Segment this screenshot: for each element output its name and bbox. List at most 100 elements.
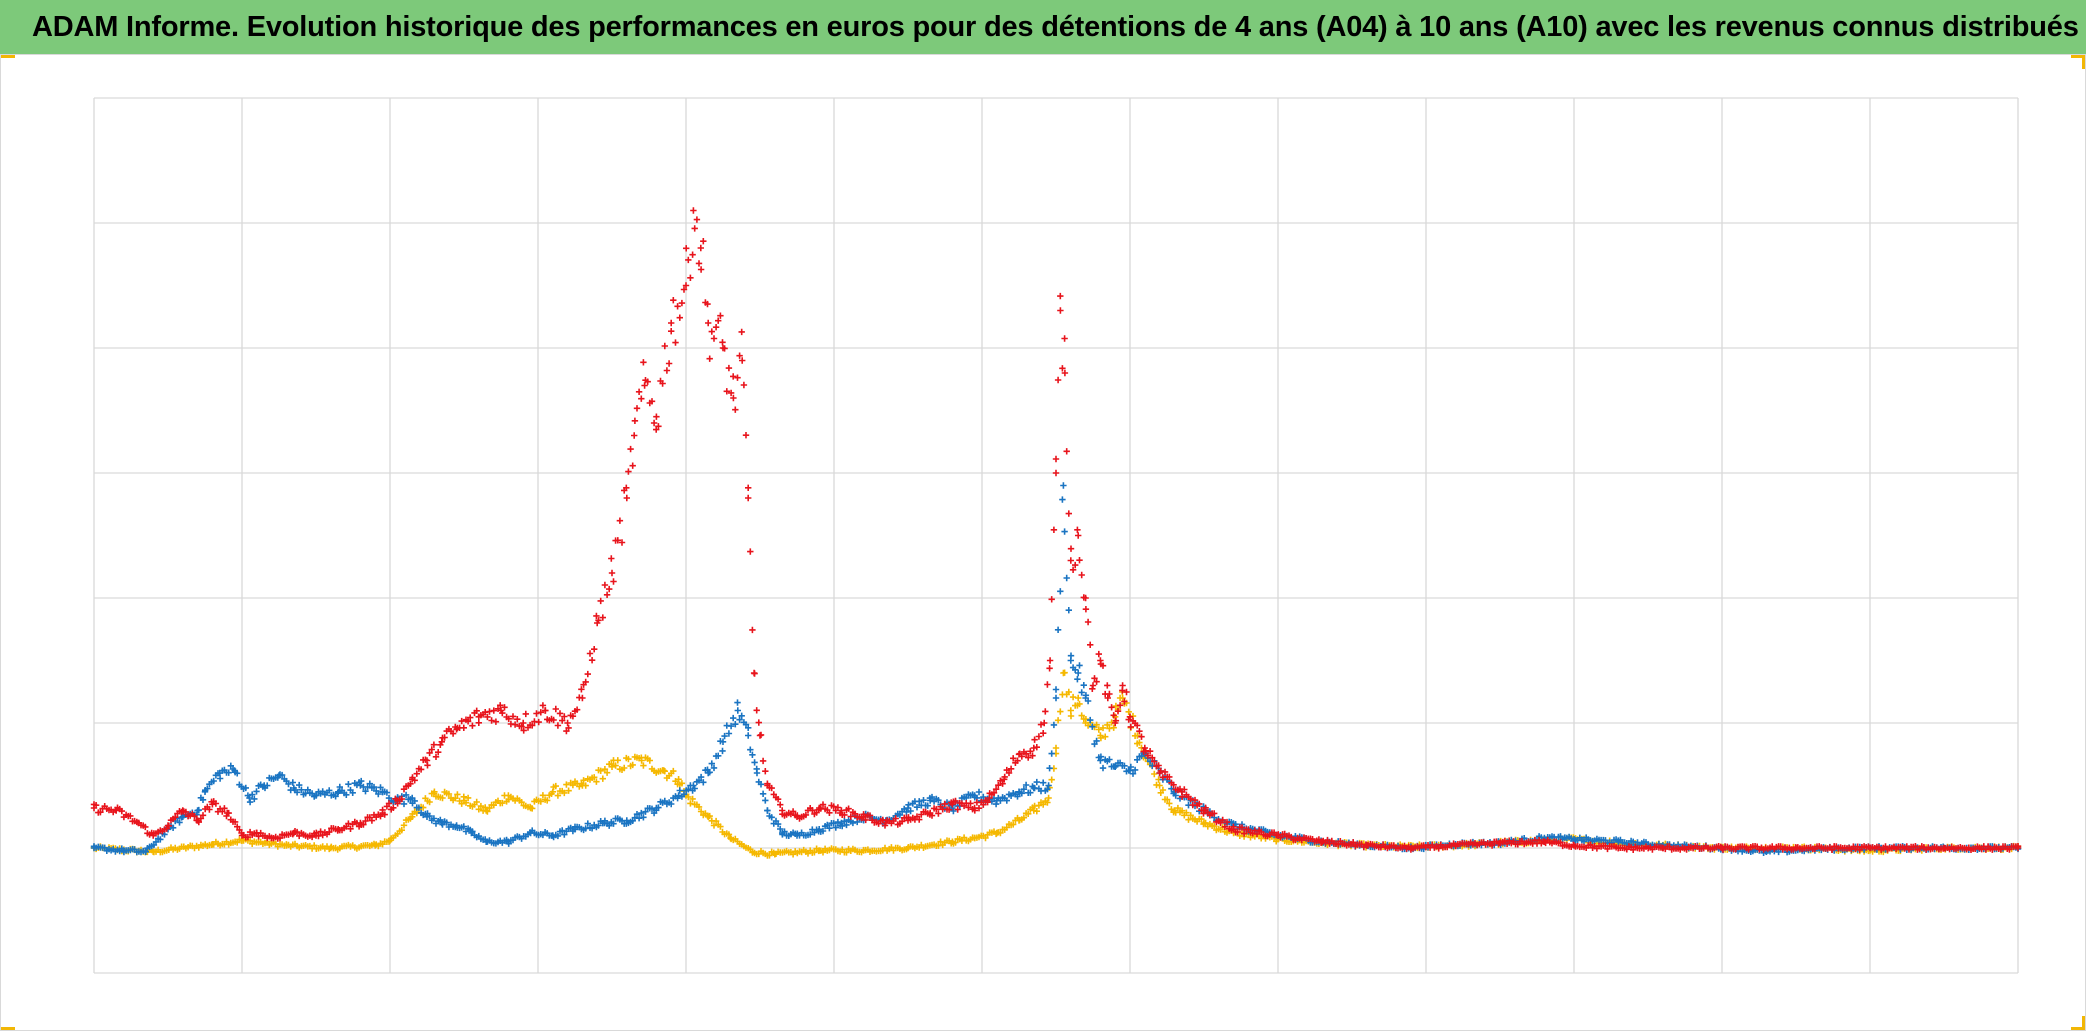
chart-title: ADAM Informe. Evolution historique des p…	[32, 10, 2079, 43]
data-point-marker	[552, 782, 559, 790]
data-point	[460, 797, 468, 804]
data-point-marker	[1029, 752, 1036, 759]
data-point	[379, 788, 386, 795]
data-point-marker	[683, 245, 690, 252]
data-point	[1030, 784, 1037, 792]
data-point-marker	[584, 670, 591, 678]
data-point-marker	[311, 842, 318, 849]
data-point	[150, 848, 157, 855]
data-point-marker	[807, 831, 814, 838]
data-point	[1363, 842, 1370, 849]
data-point-marker	[631, 417, 639, 424]
data-point-marker	[668, 328, 675, 335]
data-point-marker	[693, 216, 701, 223]
data-point	[764, 807, 771, 814]
data-point-marker	[475, 719, 482, 726]
data-point-marker	[774, 796, 782, 803]
data-point-marker	[990, 789, 998, 796]
data-point-marker	[1134, 722, 1141, 729]
data-point-marker	[715, 752, 722, 759]
data-point-marker	[753, 707, 760, 714]
data-point-marker	[597, 597, 604, 605]
data-point-marker	[1057, 708, 1064, 715]
data-point	[312, 832, 320, 839]
data-point-marker	[1136, 728, 1143, 735]
data-point-marker	[191, 813, 198, 820]
data-point-marker	[646, 757, 653, 764]
data-point-marker	[460, 823, 467, 830]
data-point-marker	[454, 791, 461, 798]
data-point	[793, 813, 801, 820]
data-point	[564, 719, 571, 727]
data-point-marker	[759, 790, 767, 797]
data-point-marker	[458, 717, 465, 725]
data-point-marker	[650, 419, 658, 427]
data-point-marker	[415, 804, 423, 811]
data-point-marker	[740, 381, 748, 389]
data-point-marker	[1104, 682, 1111, 689]
data-point-marker	[809, 807, 816, 814]
data-point-marker	[595, 822, 602, 829]
data-point-marker	[522, 710, 529, 718]
data-point	[527, 829, 534, 837]
data-point-marker	[1123, 688, 1130, 696]
data-point-marker	[298, 786, 305, 793]
data-point	[971, 804, 978, 812]
data-point-marker	[565, 724, 572, 732]
data-point-marker	[1072, 561, 1079, 569]
data-point-marker	[1061, 528, 1068, 535]
data-point	[653, 413, 660, 420]
data-point-marker	[432, 753, 440, 760]
data-point-marker	[511, 721, 519, 728]
data-point-marker	[633, 405, 641, 412]
data-point-marker	[1116, 702, 1124, 709]
data-point-marker	[345, 781, 352, 788]
data-point-marker	[366, 780, 373, 787]
data-point-marker	[1044, 786, 1051, 793]
data-point-marker	[668, 800, 675, 808]
data-point-marker	[1065, 688, 1072, 696]
data-point	[1015, 751, 1023, 758]
data-point	[1075, 669, 1082, 677]
data-point-marker	[449, 730, 457, 737]
data-point	[993, 797, 1000, 804]
data-point	[1792, 844, 1800, 852]
data-point-marker	[640, 762, 647, 769]
data-point	[904, 844, 912, 852]
data-point-marker	[725, 730, 733, 737]
data-point-marker	[435, 749, 442, 756]
data-point-marker	[687, 800, 694, 807]
data-point	[238, 832, 246, 839]
data-point-marker	[1223, 818, 1231, 826]
data-point-marker	[385, 800, 393, 807]
data-point-marker	[689, 795, 696, 803]
data-point-marker	[1238, 824, 1246, 831]
data-point	[1156, 782, 1163, 789]
data-point-marker	[347, 825, 354, 832]
data-point-marker	[554, 722, 562, 729]
data-point-marker	[326, 828, 333, 836]
data-point	[142, 848, 149, 855]
data-point-marker	[730, 373, 737, 380]
data-point-marker	[293, 789, 301, 796]
data-point-marker	[747, 548, 754, 555]
data-point	[520, 719, 527, 727]
data-point-marker	[695, 803, 703, 811]
data-point-marker	[400, 800, 408, 808]
data-point-marker	[717, 823, 724, 830]
data-point	[505, 792, 512, 799]
data-point-marker	[1054, 626, 1062, 633]
data-point-marker	[678, 299, 686, 307]
data-point-marker	[819, 849, 827, 856]
data-point-marker	[618, 539, 626, 546]
data-point-marker	[1052, 686, 1060, 693]
data-point	[668, 319, 675, 327]
data-point	[1141, 744, 1148, 752]
data-point	[1030, 744, 1037, 752]
data-point	[1030, 807, 1037, 814]
data-point-marker	[847, 813, 854, 820]
data-point-marker	[1095, 650, 1102, 658]
data-point-marker	[249, 791, 256, 798]
data-point-marker	[826, 825, 833, 832]
data-point-marker	[398, 827, 405, 834]
